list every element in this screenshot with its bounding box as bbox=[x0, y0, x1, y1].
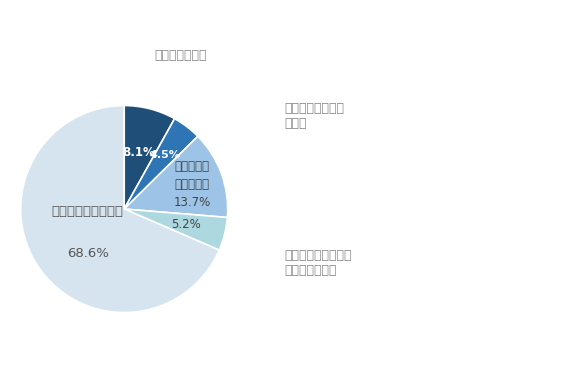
Wedge shape bbox=[124, 119, 198, 209]
Text: 4.5%: 4.5% bbox=[150, 151, 180, 161]
Text: 5.2%: 5.2% bbox=[171, 218, 202, 231]
Wedge shape bbox=[124, 209, 227, 250]
Wedge shape bbox=[21, 106, 219, 313]
Text: 今後変更を
検討したい
13.7%: 今後変更を 検討したい 13.7% bbox=[174, 160, 211, 209]
Text: 8.1%: 8.1% bbox=[122, 146, 155, 159]
Wedge shape bbox=[124, 106, 175, 209]
Text: 検討する予定はない

68.6%: 検討する予定はない 68.6% bbox=[52, 205, 124, 260]
Text: 変更済みである: 変更済みである bbox=[155, 49, 207, 62]
Text: 変更を検討したが、
変更しなかった: 変更を検討したが、 変更しなかった bbox=[284, 249, 352, 277]
Text: 現在変更を検討中
である: 現在変更を検討中 である bbox=[284, 102, 345, 130]
Wedge shape bbox=[124, 136, 228, 217]
